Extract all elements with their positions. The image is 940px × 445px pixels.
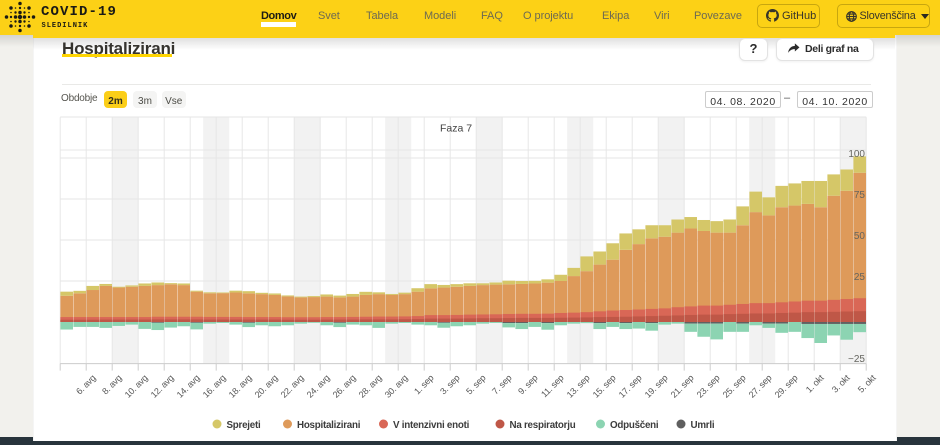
svg-text:21. sep: 21. sep [669, 373, 696, 400]
svg-text:19. sep: 19. sep [643, 373, 670, 400]
svg-text:20. avg: 20. avg [253, 373, 280, 400]
svg-text:7. sep: 7. sep [490, 373, 514, 397]
svg-text:Faza 7: Faza 7 [440, 123, 472, 135]
svg-text:29. sep: 29. sep [773, 373, 800, 400]
svg-text:3. sep: 3. sep [438, 373, 462, 397]
svg-text:1. okt: 1. okt [804, 372, 826, 394]
svg-text:5. sep: 5. sep [464, 373, 488, 397]
svg-text:5. okt: 5. okt [856, 372, 878, 394]
svg-text:23. sep: 23. sep [695, 373, 722, 400]
svg-text:14. avg: 14. avg [175, 373, 202, 400]
svg-text:Odpuščeni: Odpuščeni [610, 420, 659, 431]
svg-text:100: 100 [848, 149, 865, 160]
svg-text:25: 25 [854, 272, 866, 283]
svg-text:17. sep: 17. sep [617, 373, 644, 400]
svg-text:3. okt: 3. okt [830, 372, 852, 394]
svg-text:22. avg: 22. avg [279, 373, 306, 400]
svg-text:13. sep: 13. sep [565, 373, 592, 400]
svg-text:1. sep: 1. sep [412, 373, 436, 397]
svg-text:28. avg: 28. avg [357, 373, 384, 400]
svg-text:6. avg: 6. avg [74, 373, 98, 397]
svg-text:8. avg: 8. avg [100, 373, 124, 397]
svg-text:25. sep: 25. sep [721, 373, 748, 400]
svg-text:15. sep: 15. sep [591, 373, 618, 400]
svg-text:27. sep: 27. sep [747, 373, 774, 400]
svg-text:24. avg: 24. avg [305, 373, 332, 400]
svg-text:10. avg: 10. avg [123, 373, 150, 400]
svg-text:75: 75 [854, 190, 866, 201]
svg-text:12. avg: 12. avg [149, 373, 176, 400]
svg-text:Na respiratorju: Na respiratorju [510, 420, 576, 431]
svg-text:Sprejeti: Sprejeti [227, 420, 261, 431]
svg-text:Umrli: Umrli [691, 420, 715, 431]
svg-text:−25: −25 [848, 354, 865, 365]
svg-text:9. sep: 9. sep [516, 373, 540, 397]
svg-text:11. sep: 11. sep [539, 373, 566, 400]
svg-text:50: 50 [854, 231, 866, 242]
svg-text:26. avg: 26. avg [331, 373, 358, 400]
svg-text:V intenzivni enoti: V intenzivni enoti [393, 420, 470, 431]
svg-text:Hospitalizirani: Hospitalizirani [297, 420, 361, 431]
svg-text:30. avg: 30. avg [383, 373, 410, 400]
svg-text:16. avg: 16. avg [201, 373, 228, 400]
svg-text:18. avg: 18. avg [227, 373, 254, 400]
